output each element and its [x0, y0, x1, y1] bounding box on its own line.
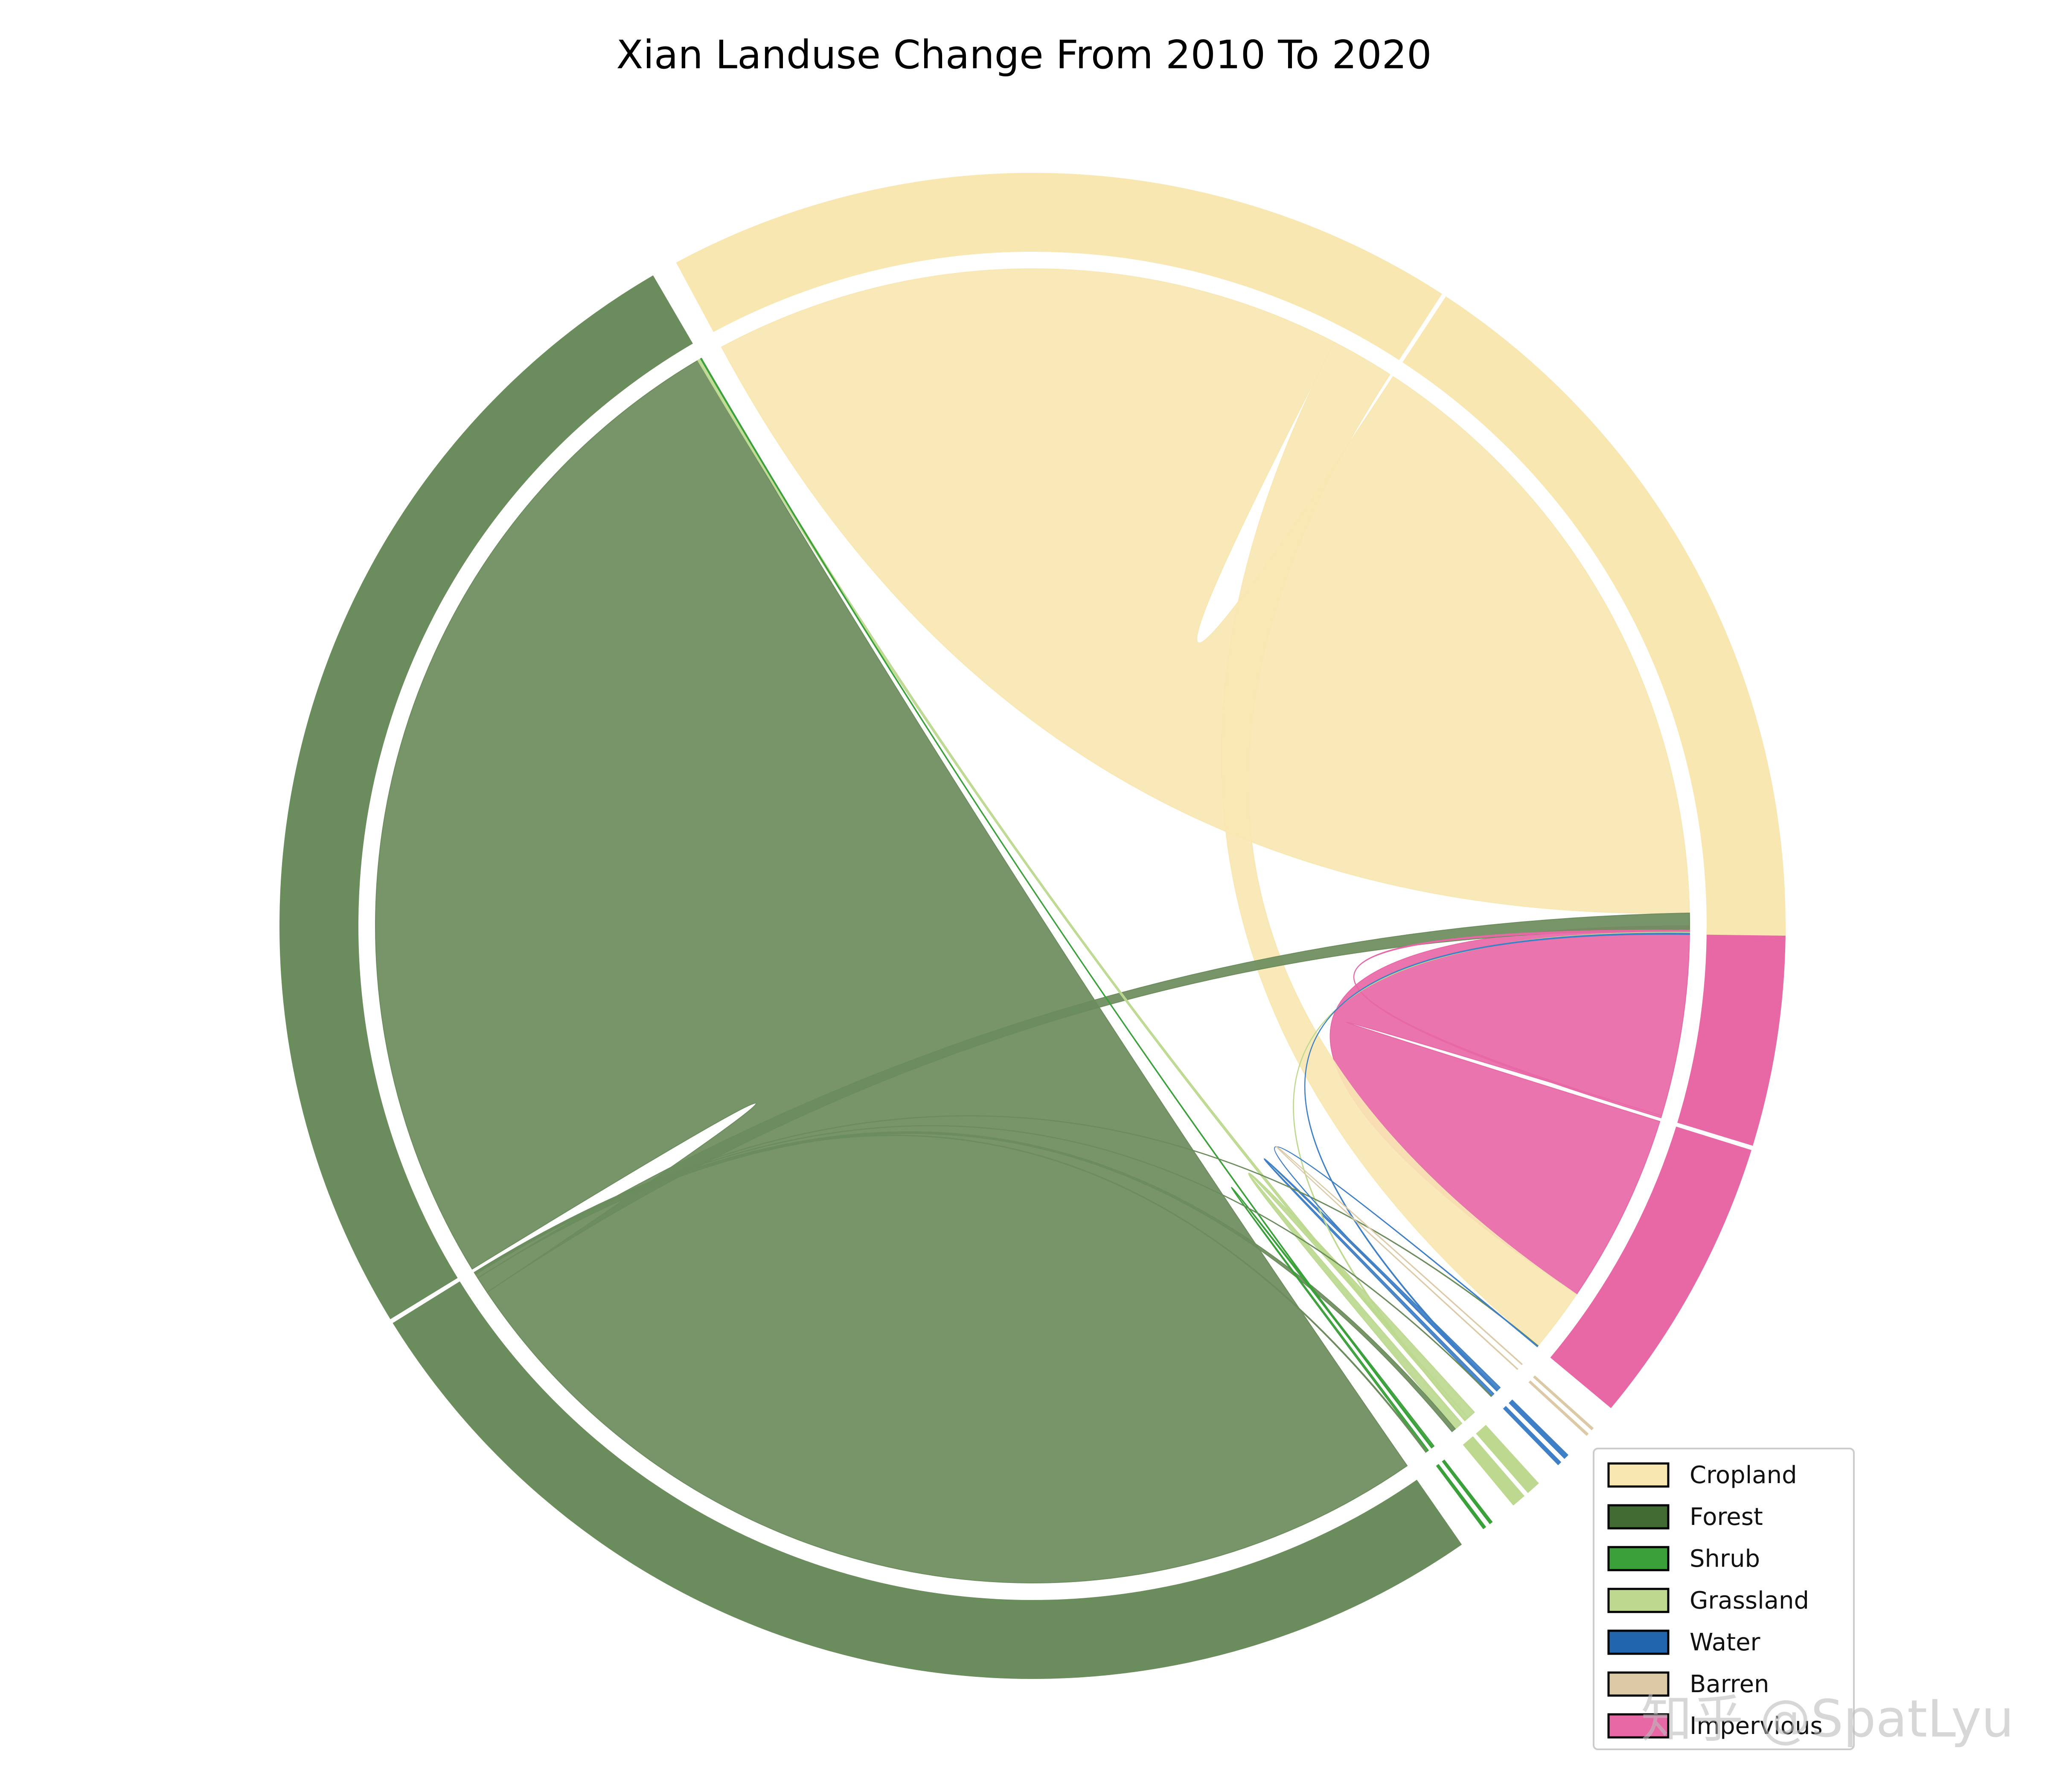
legend: Cropland Forest Shrub Grassland Water Barren I…	[1593, 1448, 1855, 1750]
chart-title: Xian Landuse Change From 2010 To 2020	[616, 32, 1431, 78]
chord-shrub-to-forest	[700, 358, 1433, 1449]
arc-grassland-2010	[1476, 1425, 1539, 1493]
watermark: 知乎 @SpatLyu	[1641, 1690, 2014, 1749]
legend-swatch-grassland	[1607, 1588, 1670, 1613]
legend-swatch-cropland	[1607, 1462, 1670, 1488]
arc-impervious-2010	[1677, 926, 1786, 1146]
chord-barren-to-barren	[1275, 1146, 1523, 1370]
arc-impervious-2020	[1550, 1126, 1751, 1408]
arc-forest-2020	[279, 275, 693, 1319]
arc-cropland-2020	[1402, 296, 1786, 936]
legend-swatch-barren	[1607, 1671, 1670, 1697]
legend-swatch-forest	[1607, 1504, 1670, 1530]
chord-grassland-to-forest	[697, 358, 1469, 1421]
legend-label-barren: Barren	[1690, 1670, 1769, 1698]
arc-forest-2010	[393, 1281, 1462, 1679]
chord-ribbons	[375, 268, 1690, 1583]
chord-grassland-to-cropland	[1293, 931, 1690, 1422]
chord-water-to-impervious	[1274, 1146, 1539, 1392]
chord-forest-to-forest	[375, 360, 1408, 1583]
chord-grassland-to-grassland	[1248, 1172, 1475, 1430]
chord-water-to-water	[1263, 1158, 1501, 1397]
arc-water-2020	[1503, 1406, 1562, 1466]
arc-grassland-2020	[1463, 1436, 1525, 1506]
legend-label-impervious: Impervious	[1690, 1712, 1823, 1740]
node-arcs	[279, 172, 1786, 1679]
legend-swatch-water	[1607, 1629, 1670, 1655]
arc-shrub-2020	[1436, 1464, 1487, 1530]
chord-shrub-to-shrub	[1231, 1187, 1435, 1452]
chord-forest-to-cropland	[477, 912, 1690, 1293]
chord-impervious-to-cropland	[1353, 929, 1690, 1118]
legend-label-forest: Forest	[1690, 1503, 1763, 1531]
chord-forest-to-impervious	[474, 1115, 1539, 1347]
chord-forest-to-water	[474, 1125, 1492, 1397]
arc-barren-2020	[1528, 1380, 1589, 1436]
legend-label-cropland: Cropland	[1690, 1461, 1797, 1489]
legend-label-grassland: Grassland	[1690, 1587, 1809, 1615]
legend-swatch-impervious	[1607, 1713, 1670, 1739]
arc-water-2010	[1509, 1399, 1569, 1459]
chord-cropland-to-cropland	[721, 268, 1690, 914]
arc-cropland-2010	[676, 172, 1442, 361]
legend-label-shrub: Shrub	[1690, 1545, 1760, 1573]
chord-cropland-to-impervious	[1221, 341, 1577, 1347]
chord-forest-to-shrub	[474, 1135, 1428, 1453]
arc-barren-2010	[1533, 1375, 1594, 1431]
legend-label-water: Water	[1690, 1629, 1761, 1656]
chord-water-to-cropland	[1304, 933, 1690, 1391]
legend-swatch-shrub	[1607, 1546, 1670, 1571]
arc-shrub-2010	[1442, 1459, 1493, 1524]
